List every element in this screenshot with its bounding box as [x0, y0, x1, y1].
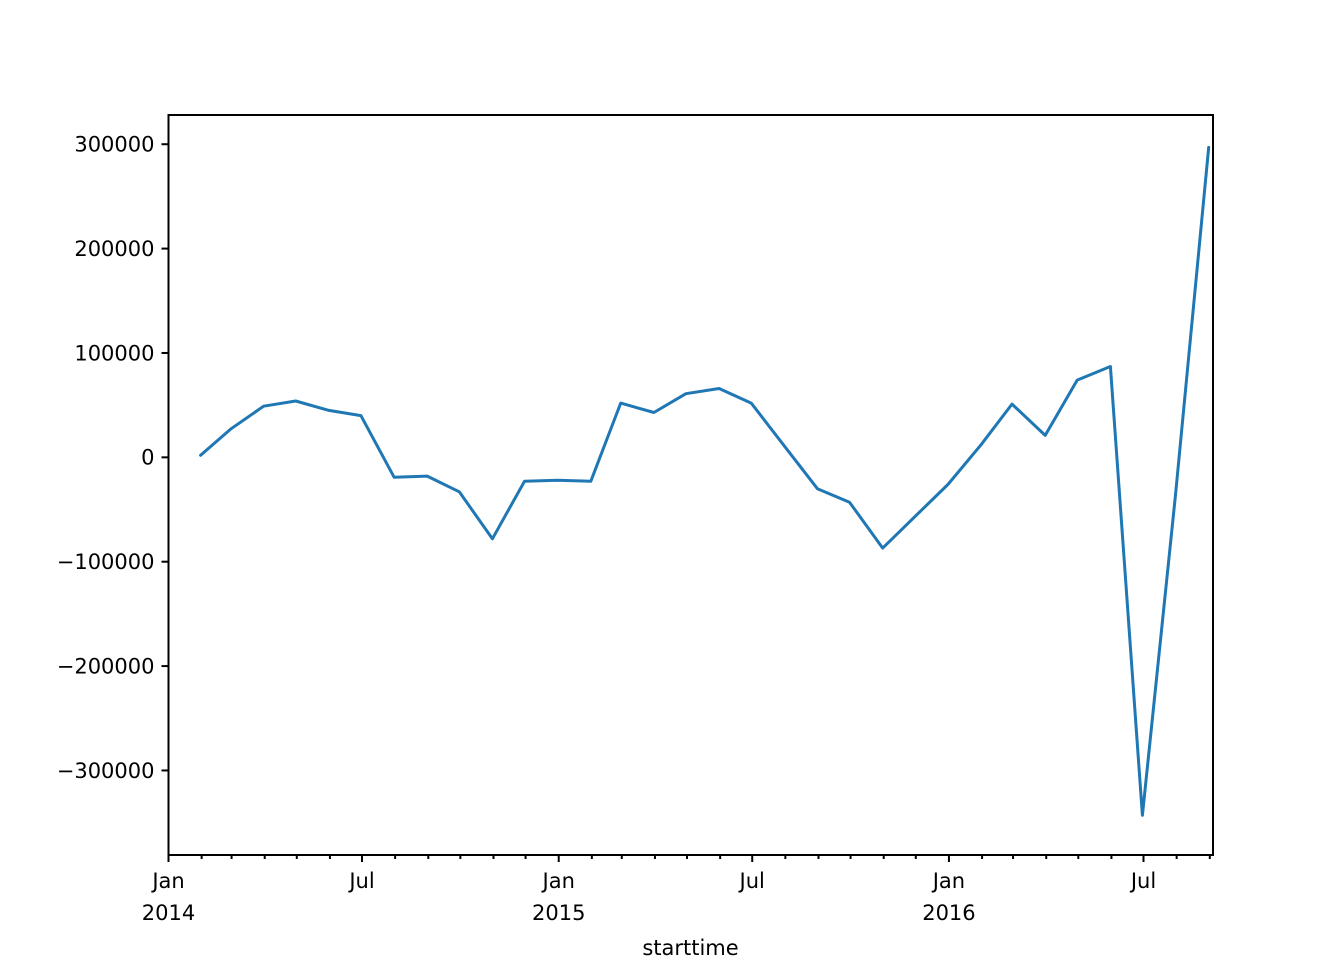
plot-border [167, 114, 1214, 856]
y-tick-label: 200000 [74, 237, 154, 261]
x-axis-title: starttime [642, 936, 739, 960]
x-tick-year-label: 2016 [922, 901, 975, 925]
y-axis: 300000 200000 100000 0 −100000 −200000 −300000 [57, 133, 169, 783]
x-tick-label: Jul [738, 869, 765, 893]
y-tick-label: −100000 [57, 550, 155, 574]
x-tick-year-label: 2015 [532, 901, 585, 925]
data-line [199, 145, 1211, 817]
x-tick-label: Jan [541, 869, 575, 893]
y-tick-label: −300000 [57, 759, 155, 783]
y-tick-label: 0 [141, 446, 154, 470]
x-tick-year-label: 2014 [142, 901, 195, 925]
y-tick-label: 300000 [74, 133, 154, 157]
x-tick-label: Jan [931, 869, 965, 893]
x-tick-label: Jul [1129, 869, 1156, 893]
x-tick-label: Jul [347, 869, 374, 893]
y-tick-label: −200000 [57, 654, 155, 678]
y-tick-label: 100000 [74, 341, 154, 365]
x-axis: Jan 2014 Jul Jan 2015 Jul Jan 2016 Jul [142, 855, 1156, 925]
x-tick-label: Jan [150, 869, 184, 893]
